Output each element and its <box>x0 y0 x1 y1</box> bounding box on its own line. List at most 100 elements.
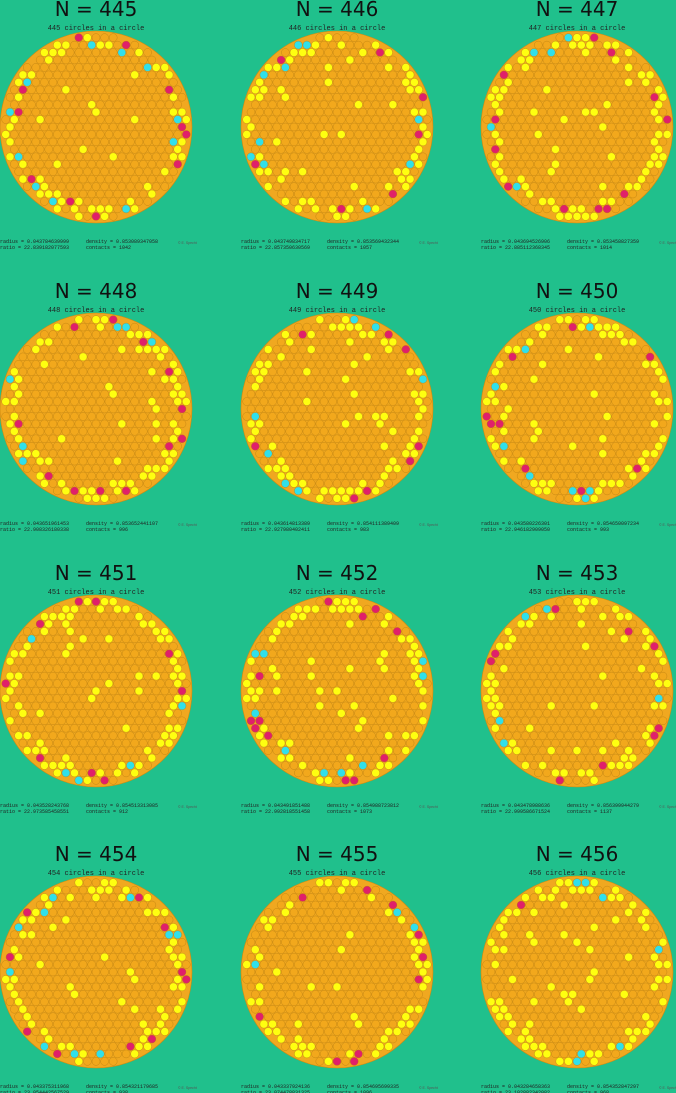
packed-circle <box>35 649 45 658</box>
packed-circle <box>104 1005 114 1014</box>
packing-diagram <box>0 30 193 224</box>
packed-circle <box>14 657 23 666</box>
packed-circle <box>18 649 28 658</box>
packed-circle <box>117 627 126 636</box>
packed-circle <box>126 479 135 488</box>
packed-circle <box>40 1042 49 1051</box>
packed-circle <box>259 85 269 94</box>
packed-circle <box>177 982 187 992</box>
packed-circle <box>598 375 607 384</box>
packed-circle <box>564 360 573 369</box>
packed-circle <box>341 701 350 711</box>
packed-circle <box>516 130 526 139</box>
packed-circle <box>109 152 118 161</box>
packed-circle <box>418 152 428 161</box>
packed-circle <box>645 412 655 421</box>
packed-circle <box>337 471 346 481</box>
packed-circle <box>358 464 367 473</box>
packed-circle <box>388 900 398 910</box>
packed-circle <box>624 761 633 770</box>
packed-circle <box>358 923 367 932</box>
packed-circle <box>620 694 629 703</box>
packed-circle <box>156 367 165 376</box>
packed-circle <box>109 212 118 221</box>
packed-circle <box>388 619 398 629</box>
packed-circle <box>611 960 620 969</box>
packed-circle <box>393 464 402 473</box>
packed-circle <box>307 761 316 770</box>
packed-circle <box>40 345 49 354</box>
packed-circle <box>315 375 324 384</box>
packed-circle <box>169 404 178 414</box>
packed-circle <box>615 908 625 917</box>
packed-circle <box>87 1019 96 1029</box>
packed-circle <box>74 434 83 443</box>
packed-circle <box>620 945 629 954</box>
packed-circle <box>27 738 36 748</box>
packed-circle <box>57 360 66 369</box>
packed-circle <box>590 494 599 503</box>
packed-circle <box>57 152 66 161</box>
packed-circle <box>542 915 552 925</box>
packed-circle <box>242 960 251 969</box>
packed-circle <box>358 761 367 770</box>
packed-circle <box>281 78 290 87</box>
packed-circle <box>581 375 590 384</box>
packed-circle <box>581 627 590 636</box>
stat-radius: radius = 0.043528243768 <box>0 803 69 809</box>
packed-circle <box>594 975 603 984</box>
credit: © E. Specht <box>659 805 676 809</box>
packed-circle <box>255 1012 264 1021</box>
packed-circle <box>358 167 367 176</box>
packed-circle <box>607 360 616 369</box>
packed-circle <box>182 412 191 421</box>
packed-circle <box>384 345 393 354</box>
packed-circle <box>547 627 556 636</box>
packed-circle <box>371 990 380 999</box>
packed-circle <box>298 449 307 458</box>
packed-circle <box>397 664 406 673</box>
packed-circle <box>324 716 333 725</box>
packed-circle <box>645 930 655 939</box>
packed-circle <box>641 686 650 696</box>
packed-circle <box>602 471 612 481</box>
packed-circle <box>40 627 49 636</box>
packed-circle <box>268 442 277 451</box>
packed-circle <box>650 686 659 696</box>
packed-circle <box>268 160 277 169</box>
packed-circle <box>294 900 303 910</box>
packed-circle <box>598 137 607 147</box>
packed-circle <box>512 137 521 147</box>
packed-circle <box>53 174 62 184</box>
packed-circle <box>598 122 607 132</box>
packed-circle <box>164 160 174 169</box>
packed-circle <box>48 404 58 414</box>
packed-circle <box>121 55 131 65</box>
packed-circle <box>401 923 410 932</box>
packed-circle <box>294 115 303 124</box>
packed-circle <box>78 367 88 376</box>
packed-circle <box>139 442 148 451</box>
packed-circle <box>251 442 260 451</box>
packed-circle <box>491 945 500 954</box>
packed-circle <box>581 642 590 651</box>
packed-circle <box>251 100 260 109</box>
packed-circle <box>117 657 126 666</box>
packed-circle <box>31 78 40 87</box>
packed-circle <box>113 189 122 199</box>
packed-circle <box>620 427 629 436</box>
packed-circle <box>113 738 122 748</box>
packed-circle <box>585 130 595 139</box>
packed-circle <box>611 634 620 644</box>
packed-circle <box>547 419 556 429</box>
packed-circle <box>53 709 62 718</box>
packed-circle <box>542 189 552 199</box>
packed-circle <box>393 1027 402 1036</box>
packed-circle <box>380 352 389 362</box>
packed-circle <box>117 404 126 414</box>
packed-circle <box>641 923 650 932</box>
packed-circle <box>104 85 114 94</box>
packed-circle <box>564 389 573 399</box>
packed-circle <box>74 893 83 902</box>
packed-circle <box>362 694 372 703</box>
